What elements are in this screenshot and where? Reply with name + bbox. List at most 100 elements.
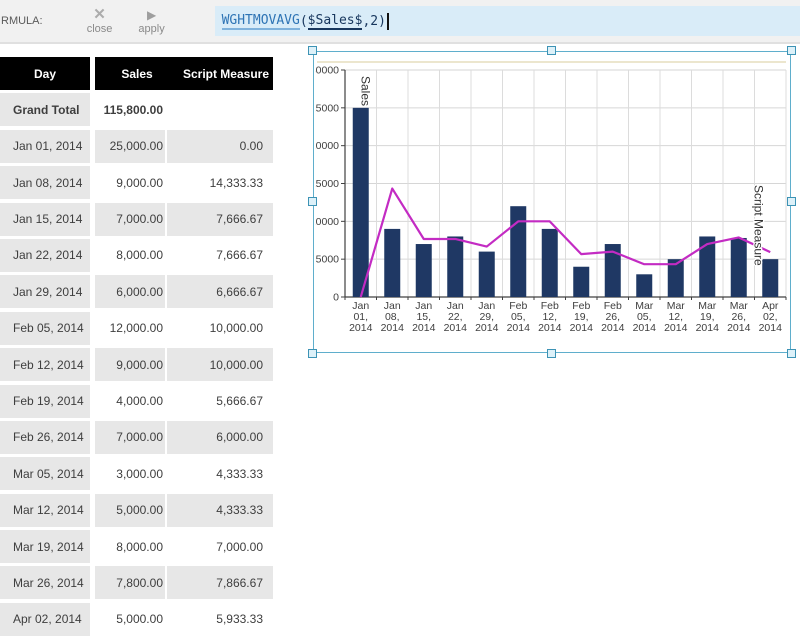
script-measure-cell: 5,933.33 [167, 603, 273, 636]
script-measure-cell: 14,333.33 [167, 166, 273, 199]
formula-bar-label: RMULA: [1, 15, 43, 27]
column-header-script-measure: Script Measure [179, 57, 273, 90]
script-measure-cell: 6,666.67 [167, 275, 273, 308]
table-row: Mar 05, 20143,000.004,333.33 [0, 457, 273, 490]
apply-button[interactable]: ▶ apply [129, 8, 175, 35]
svg-text:Jan15,2014: Jan15,2014 [412, 300, 436, 334]
sales-cell: 7,000.00 [95, 203, 165, 236]
svg-text:Feb26,2014: Feb26,2014 [601, 300, 625, 334]
column-header-sales: Sales [95, 57, 179, 90]
sales-cell: 4,000.00 [95, 385, 165, 418]
sales-cell: 5,000.00 [95, 494, 165, 527]
day-cell: Mar 19, 2014 [0, 530, 90, 563]
day-cell: Jan 22, 2014 [0, 239, 90, 272]
sales-cell: 7,000.00 [95, 421, 165, 454]
svg-text:Jan29,2014: Jan29,2014 [475, 300, 499, 334]
day-cell: Apr 02, 2014 [0, 603, 90, 636]
sales-cell: 115,800.00 [95, 93, 165, 126]
script-measure-cell: 0.00 [167, 130, 273, 163]
day-cell: Feb 19, 2014 [0, 385, 90, 418]
script-measure-cell: 5,666.67 [167, 385, 273, 418]
table-row: Feb 05, 201412,000.0010,000.00 [0, 312, 273, 345]
table-row: Jan 29, 20146,000.006,666.67 [0, 275, 273, 308]
script-measure-cell: 7,666.67 [167, 203, 273, 236]
svg-text:Mar05,2014: Mar05,2014 [633, 300, 657, 334]
column-header-day: Day [0, 57, 90, 90]
sales-cell: 3,000.00 [95, 457, 165, 490]
table-row: Feb 26, 20147,000.006,000.00 [0, 421, 273, 454]
table-row: Apr 02, 20145,000.005,933.33 [0, 603, 273, 636]
sales-cell: 7,800.00 [95, 566, 165, 599]
svg-text:Jan01,2014: Jan01,2014 [349, 300, 373, 334]
table-row: Feb 12, 20149,000.0010,000.00 [0, 348, 273, 381]
table-row: Feb 19, 20144,000.005,666.67 [0, 385, 273, 418]
script-measure-cell: 10,000.00 [167, 348, 273, 381]
sales-cell: 12,000.00 [95, 312, 165, 345]
svg-text:30000: 30000 [315, 65, 339, 77]
formula-toolbar: RMULA: ✕ close ▶ apply WGHTMOVAVG($Sales… [0, 0, 800, 44]
crosstab-table[interactable]: DaySalesScript MeasureGrand Total115,800… [0, 57, 273, 639]
sales-cell: 5,000.00 [95, 603, 165, 636]
close-button-label: close [87, 23, 113, 35]
svg-text:Jan08,2014: Jan08,2014 [381, 300, 405, 334]
day-cell: Feb 05, 2014 [0, 312, 90, 345]
svg-text:10000: 10000 [315, 216, 339, 228]
table-row: Mar 26, 20147,800.007,866.67 [0, 566, 273, 599]
svg-text:Mar26,2014: Mar26,2014 [727, 300, 751, 334]
svg-text:Mar19,2014: Mar19,2014 [696, 300, 720, 334]
close-button[interactable]: ✕ close [77, 7, 123, 35]
formula-open-paren: ( [300, 14, 308, 29]
day-cell: Jan 08, 2014 [0, 166, 90, 199]
svg-text:5000: 5000 [316, 254, 340, 266]
apply-button-label: apply [138, 23, 164, 35]
svg-text:15000: 15000 [315, 178, 339, 190]
combo-chart[interactable]: 0 5000 10000 15000 20000 25000 30000 Jan01,2014… [313, 51, 791, 353]
svg-text:0: 0 [333, 292, 339, 304]
sales-cell: 8,000.00 [95, 239, 165, 272]
table-row: Mar 19, 20148,000.007,000.00 [0, 530, 273, 563]
sales-cell: 6,000.00 [95, 275, 165, 308]
script-measure-cell [167, 93, 273, 126]
formula-input[interactable]: WGHTMOVAVG($Sales$,2) [215, 6, 800, 36]
svg-text:Apr02,2014: Apr02,2014 [759, 300, 783, 334]
svg-text:25000: 25000 [315, 102, 339, 114]
script-measure-cell: 7,000.00 [167, 530, 273, 563]
day-cell: Jan 01, 2014 [0, 130, 90, 163]
combo-chart-svg: 0 5000 10000 15000 20000 25000 30000 Jan01,2014… [315, 53, 789, 351]
script-measure-cell: 7,866.67 [167, 566, 273, 599]
table-row: Mar 12, 20145,000.004,333.33 [0, 494, 273, 527]
svg-text:20000: 20000 [315, 140, 339, 152]
sales-cell: 9,000.00 [95, 166, 165, 199]
svg-text:Script Measure: Script Measure [751, 185, 765, 266]
table-row: Grand Total115,800.00 [0, 93, 273, 126]
script-measure-cell: 7,666.67 [167, 239, 273, 272]
svg-text:Mar12,2014: Mar12,2014 [664, 300, 688, 334]
table-row: Jan 08, 20149,000.0014,333.33 [0, 166, 273, 199]
script-measure-cell: 6,000.00 [167, 421, 273, 454]
script-measure-cell: 4,333.33 [167, 457, 273, 490]
sales-cell: 9,000.00 [95, 348, 165, 381]
chart-canvas: 0 5000 10000 15000 20000 25000 30000 Jan01,2014… [315, 53, 789, 356]
apply-play-icon: ▶ [147, 8, 156, 22]
formula-tail-token: ,2) [362, 14, 385, 29]
svg-text:Jan22,2014: Jan22,2014 [444, 300, 468, 334]
svg-text:Feb05,2014: Feb05,2014 [507, 300, 531, 334]
table-row: Jan 01, 201425,000.000.00 [0, 130, 273, 163]
day-cell: Mar 12, 2014 [0, 494, 90, 527]
day-cell: Mar 05, 2014 [0, 457, 90, 490]
close-icon: ✕ [93, 7, 106, 22]
day-cell: Jan 29, 2014 [0, 275, 90, 308]
measure-header-block: SalesScript Measure [95, 57, 273, 90]
formula-argument-token: $Sales$ [308, 13, 363, 30]
day-cell: Feb 26, 2014 [0, 421, 90, 454]
table-row: Jan 15, 20147,000.007,666.67 [0, 203, 273, 236]
text-cursor [387, 13, 389, 30]
script-measure-cell: 10,000.00 [167, 312, 273, 345]
formula-function-token: WGHTMOVAVG [222, 13, 300, 30]
day-cell: Feb 12, 2014 [0, 348, 90, 381]
day-cell: Jan 15, 2014 [0, 203, 90, 236]
sales-cell: 25,000.00 [95, 130, 165, 163]
svg-text:Feb19,2014: Feb19,2014 [570, 300, 594, 334]
svg-text:Sales: Sales [358, 76, 372, 106]
day-cell: Mar 26, 2014 [0, 566, 90, 599]
